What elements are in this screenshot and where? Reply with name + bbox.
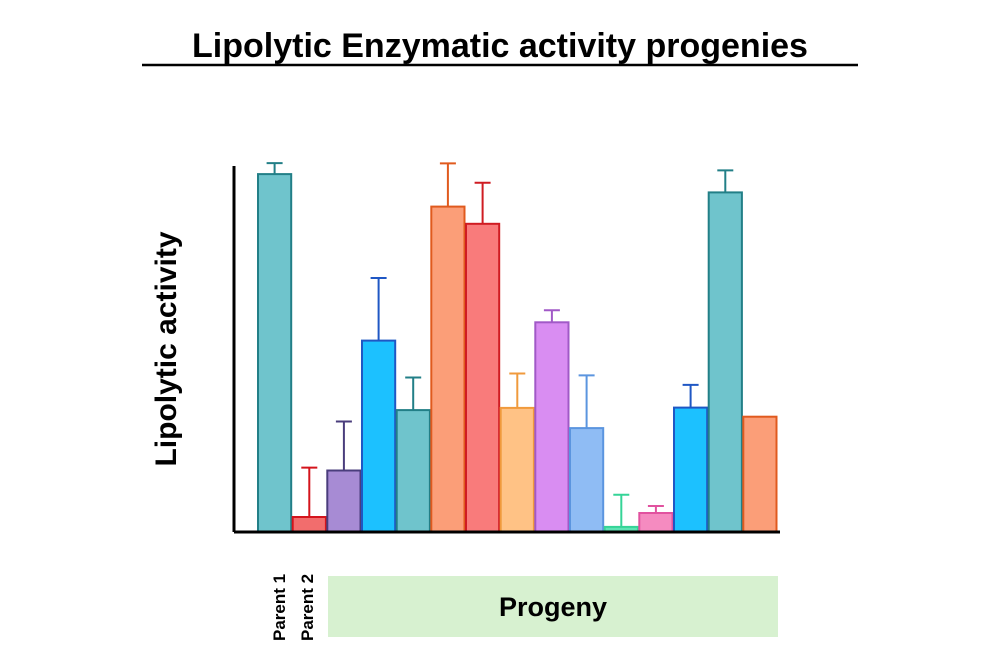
error-bar-1: [266, 162, 283, 175]
y-axis-label: Lipolytic activity: [150, 231, 183, 466]
bar-4: [361, 339, 397, 533]
bar-5: [395, 409, 431, 534]
error-bar-6: [439, 162, 456, 207]
bar-13: [673, 406, 709, 534]
bar-2: [291, 516, 327, 533]
bar-10: [569, 427, 605, 534]
error-bar-5: [405, 376, 422, 411]
error-bar-3: [335, 420, 352, 471]
error-bar-4: [370, 277, 387, 341]
bars-group: [257, 173, 778, 534]
error-bar-12: [647, 505, 664, 513]
bar-8: [499, 406, 535, 533]
error-bars-group: [266, 162, 734, 527]
bar-9: [534, 321, 570, 533]
tick-label-parent-1: Parent 1: [270, 574, 289, 641]
bar-3: [326, 469, 362, 533]
bar-1: [257, 173, 293, 533]
error-bar-8: [509, 372, 526, 408]
progeny-group-label: Progeny: [499, 592, 607, 622]
error-bar-14: [717, 169, 734, 193]
error-bar-13: [682, 383, 699, 408]
bar-14: [707, 191, 743, 533]
bar-15: [742, 415, 778, 534]
error-bar-9: [543, 309, 560, 323]
error-bar-11: [613, 493, 630, 527]
error-bar-10: [578, 374, 595, 429]
bar-6: [430, 205, 466, 533]
bar-7: [465, 222, 501, 534]
chart-title: Lipolytic Enzymatic activity progenies: [192, 27, 808, 65]
error-bar-2: [301, 466, 318, 517]
bar-12: [638, 512, 674, 533]
tick-label-parent-2: Parent 2: [298, 574, 317, 641]
error-bar-7: [474, 181, 491, 224]
progeny-group-band: [328, 576, 778, 637]
